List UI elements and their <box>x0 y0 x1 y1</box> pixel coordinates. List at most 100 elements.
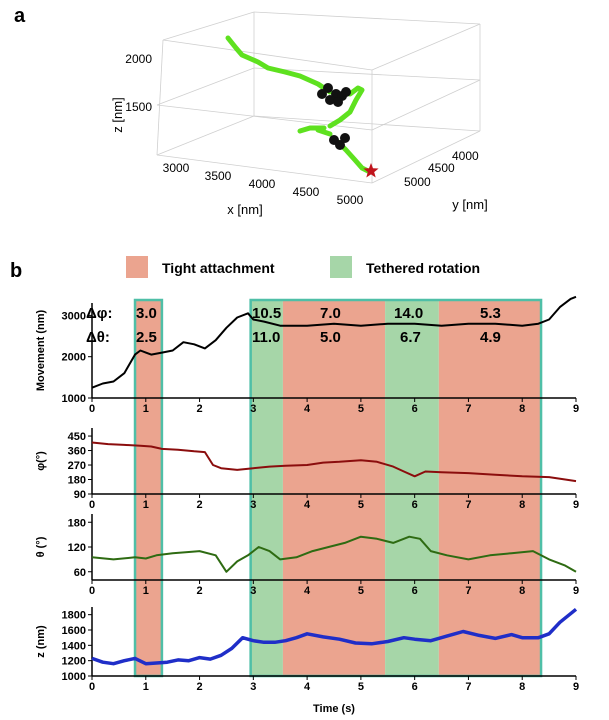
time-axis-label: Time (s) <box>313 703 355 715</box>
x-tick-label: 3 <box>250 681 256 693</box>
x-tick-label: 8 <box>519 681 525 693</box>
region-tethered <box>385 300 439 676</box>
x-tick-label: 9 <box>573 681 579 693</box>
y-axis-label: Movement (nm) <box>35 310 47 392</box>
x-tick-label: 1 <box>143 403 149 415</box>
y-tick-label: 1600 <box>62 625 86 637</box>
subplot-3: 60 120 180 0 1 2 3 4 5 6 7 8 9 θ (°) <box>35 514 579 597</box>
x-tick-label: 9 <box>573 585 579 597</box>
bound-cluster-point <box>333 97 343 107</box>
dphi-value-3: 7.0 <box>320 305 341 322</box>
legend-swatch-tethered <box>330 256 352 278</box>
subplot-2: 90 180 270 360 450 0 1 2 3 4 5 6 7 8 9 φ(°) <box>35 428 579 511</box>
box-edge <box>156 115 255 156</box>
y-tick-label: 1800 <box>62 610 86 622</box>
x-tick-label: 0 <box>89 585 95 597</box>
x-tick-label: 1 <box>143 681 149 693</box>
x-tick-label: 8 <box>519 403 525 415</box>
x-tick-label: 6 <box>412 681 418 693</box>
box-edge <box>156 154 373 184</box>
dphi-value-1: 3.0 <box>136 305 157 322</box>
x-tick-label: 4 <box>304 585 311 597</box>
series-line <box>91 295 577 389</box>
legend-swatch-tight <box>126 256 148 278</box>
y-tick-label: 5000 <box>404 175 431 189</box>
box-edge <box>156 104 373 131</box>
x-tick-label: 2 <box>196 681 202 693</box>
x-axis-label: x [nm] <box>227 202 262 217</box>
x-tick-label: 2 <box>196 403 202 415</box>
x-tick-label: 2 <box>196 499 202 511</box>
series-line <box>91 441 577 483</box>
x-tick-label: 4 <box>304 681 311 693</box>
x-tick-label: 4 <box>304 403 311 415</box>
x-tick-label: 9 <box>573 499 579 511</box>
dtheta-label: Δθ: <box>86 329 110 346</box>
dtheta-value-2: 11.0 <box>252 329 280 346</box>
dphi-value-2: 10.5 <box>252 305 281 322</box>
series-line <box>91 535 577 573</box>
subplot-1: 1000 2000 3000 0 1 2 3 4 5 6 7 8 9 Movement (nm) <box>35 295 579 415</box>
x-tick-label: 5 <box>358 681 364 693</box>
y-tick-label: 4000 <box>452 149 479 163</box>
x-tick-label: 5 <box>358 585 364 597</box>
x-tick-label: 3000 <box>163 161 190 175</box>
z-tick-label: 2000 <box>125 52 152 66</box>
panel-a-3d-plot: 3000350040004500500040004500500020001500… <box>110 11 488 217</box>
y-tick-label: 1200 <box>62 656 86 668</box>
time-regions <box>133 298 543 678</box>
y-tick-label: 450 <box>68 431 86 443</box>
x-tick-label: 7 <box>465 403 471 415</box>
y-tick-label: 90 <box>74 489 86 501</box>
x-tick-label: 1 <box>143 499 149 511</box>
x-tick-label: 0 <box>89 499 95 511</box>
x-tick-label: 0 <box>89 403 95 415</box>
x-tick-label: 8 <box>519 585 525 597</box>
region-tight <box>135 300 162 676</box>
y-axis-label: θ (°) <box>35 536 47 557</box>
box-edge <box>162 11 255 41</box>
y-tick-label: 3000 <box>62 310 86 322</box>
x-tick-label: 4 <box>304 499 311 511</box>
box-edge <box>156 39 164 156</box>
panel-a-letter: a <box>14 5 26 27</box>
box-edge <box>253 11 481 25</box>
x-tick-label: 2 <box>196 585 202 597</box>
dtheta-value-4: 6.7 <box>400 329 421 346</box>
bound-cluster-point <box>335 140 345 150</box>
x-tick-label: 1 <box>143 585 149 597</box>
3d-box <box>156 11 481 184</box>
region-tight <box>438 300 542 676</box>
y-tick-label: 360 <box>68 446 86 458</box>
box-edge <box>371 79 481 131</box>
x-tick-label: 5 <box>358 499 364 511</box>
x-tick-label: 3 <box>250 499 256 511</box>
subplot-4: 1000 1200 1400 1600 1800 0 1 2 3 4 5 6 7 8 9 z (nm) <box>35 607 579 693</box>
dtheta-value-3: 5.0 <box>320 329 341 346</box>
x-tick-label: 4000 <box>249 177 276 191</box>
box-edge <box>371 130 481 184</box>
box-edge <box>162 39 373 71</box>
box-edge <box>253 115 481 132</box>
y-axis-label: z (nm) <box>35 625 47 658</box>
bound-cluster-point <box>325 95 335 105</box>
angle-annotations: Δφ: Δθ: 3.0 10.5 7.0 14.0 5.3 2.5 11.0 5… <box>86 305 501 346</box>
legend-label-tight: Tight attachment <box>162 260 275 276</box>
y-tick-label: 1400 <box>62 640 86 652</box>
x-tick-label: 0 <box>89 681 95 693</box>
y-tick-label: 180 <box>68 475 86 487</box>
dtheta-value-1: 2.5 <box>136 329 157 346</box>
box-edge <box>156 67 255 106</box>
z-tick-label: 1500 <box>125 100 152 114</box>
region-tight <box>282 300 386 676</box>
x-tick-label: 6 <box>412 499 418 511</box>
box-edge <box>371 23 481 71</box>
y-tick-label: 1000 <box>62 671 86 683</box>
y-tick-label: 270 <box>68 460 86 472</box>
bound-cluster-point <box>317 89 327 99</box>
x-tick-label: 3 <box>250 403 256 415</box>
y-tick-label: 4500 <box>428 161 455 175</box>
legend-label-tethered: Tethered rotation <box>366 260 480 276</box>
x-tick-label: 7 <box>465 499 471 511</box>
